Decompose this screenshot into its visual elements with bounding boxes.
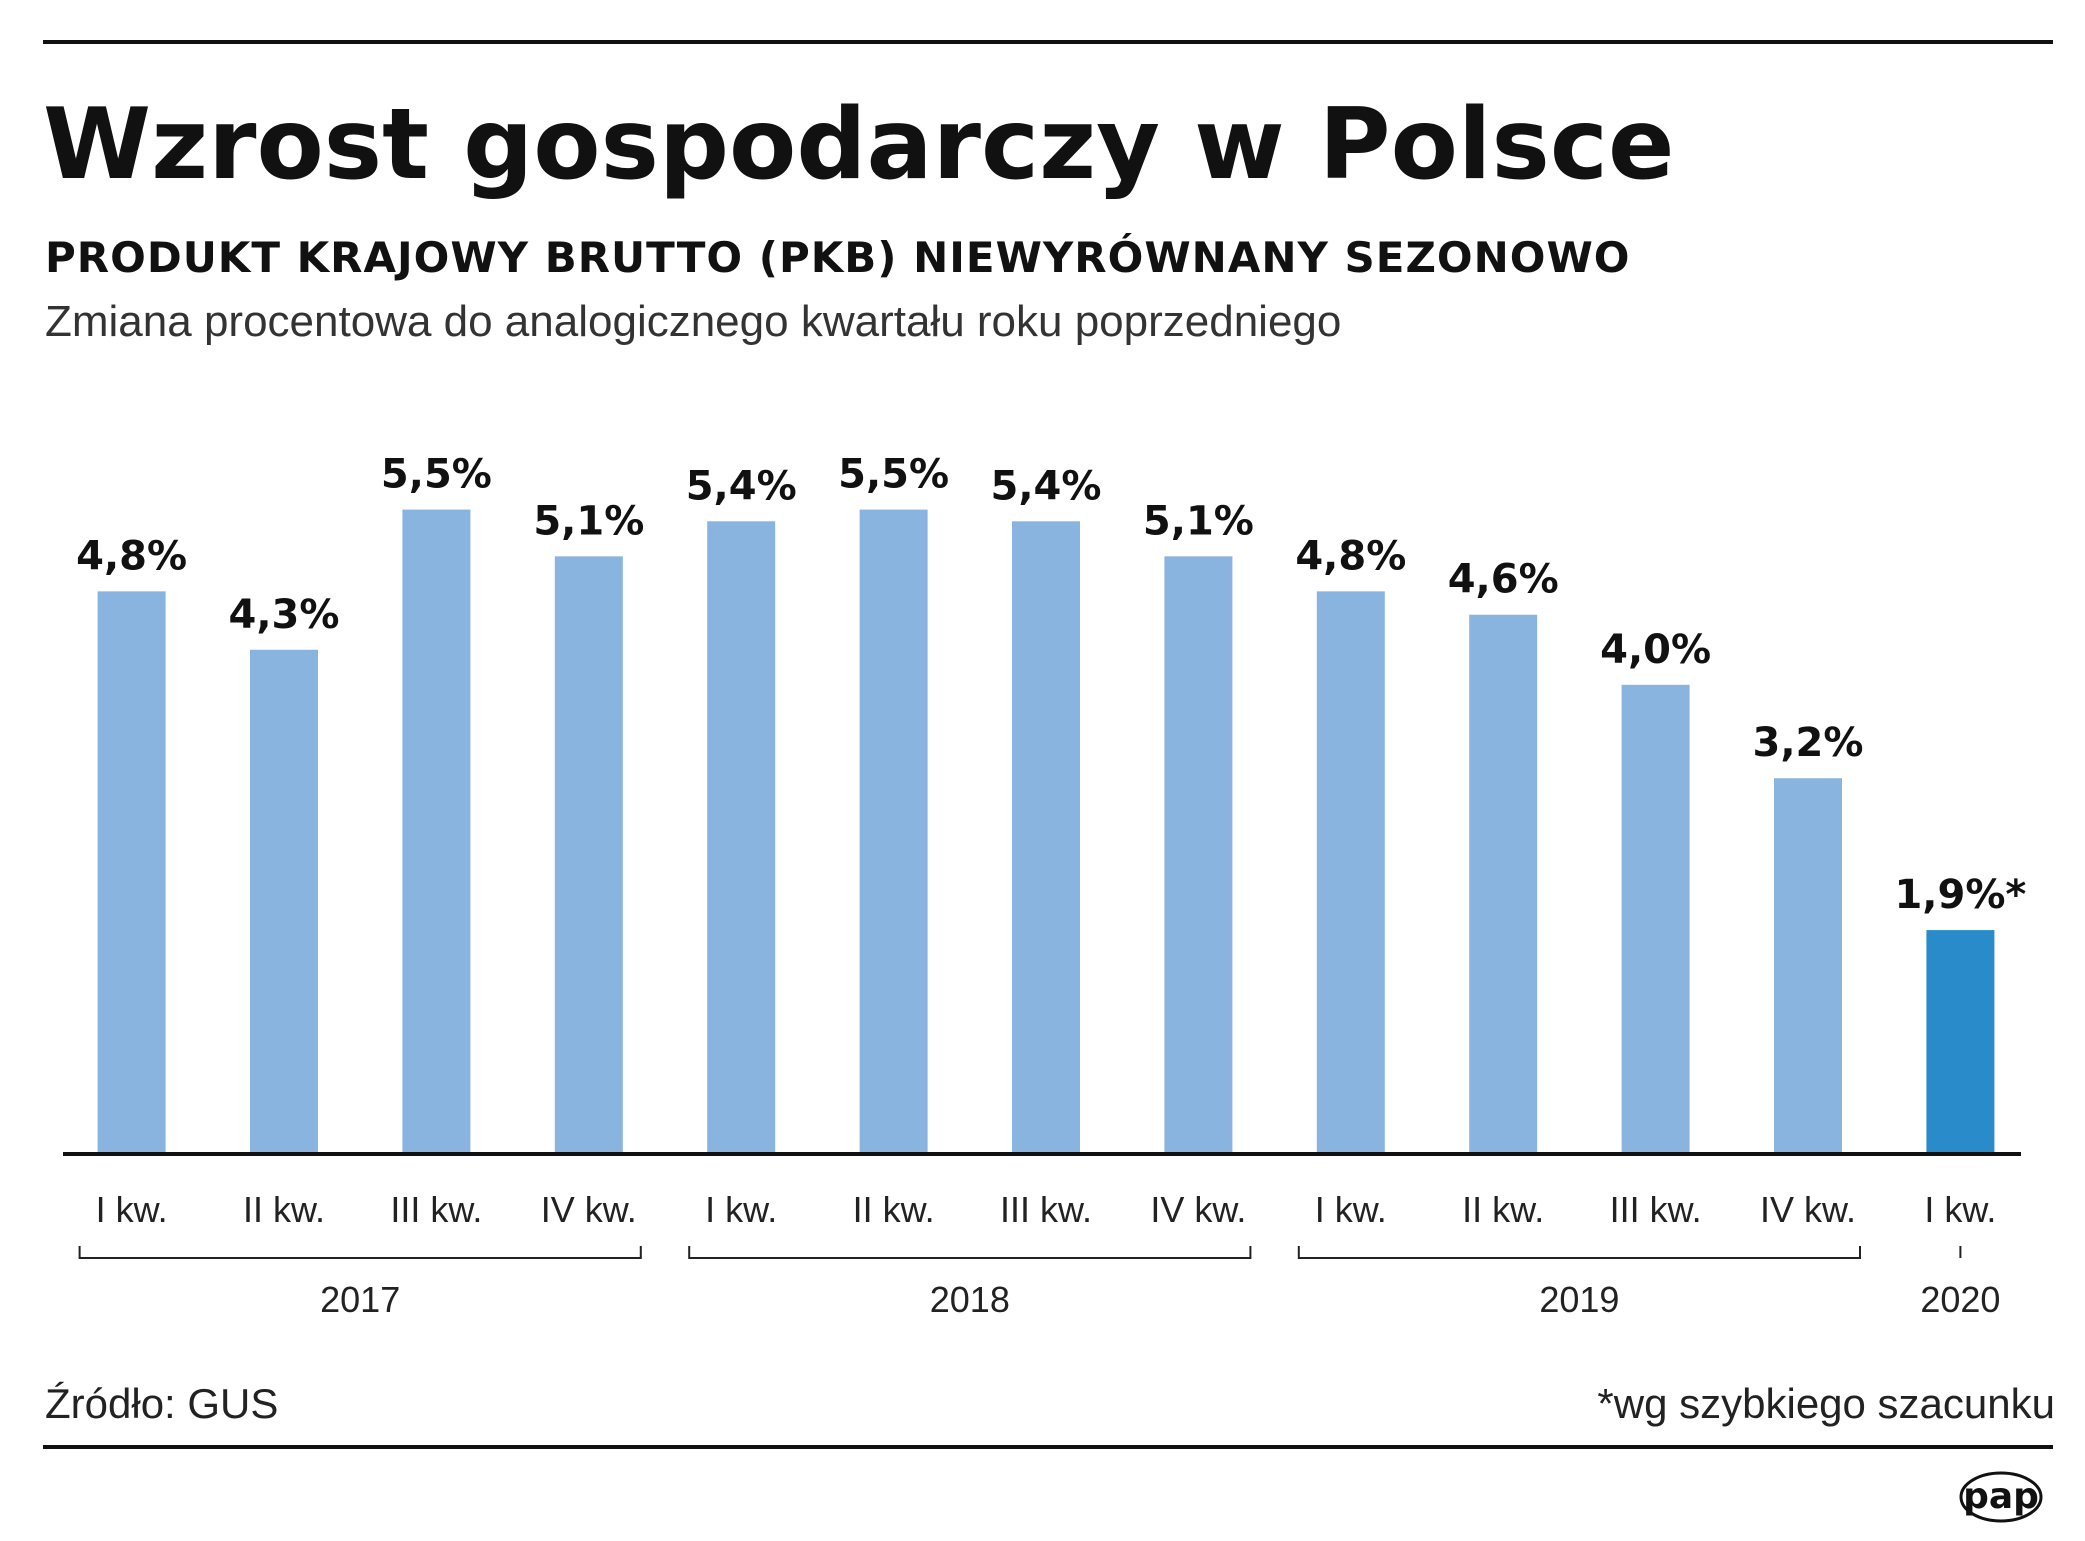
footnote-text: *wg szybkiego szacunku — [1597, 1380, 2055, 1427]
bar — [1012, 521, 1080, 1152]
bar — [250, 649, 318, 1152]
year-bracket — [78, 1246, 642, 1259]
category-label: II kw. — [1462, 1189, 1544, 1230]
category-label: III kw. — [390, 1189, 482, 1230]
value-label: 4,8% — [1295, 533, 1406, 579]
bar — [554, 556, 623, 1152]
year-label: 2019 — [1539, 1279, 1619, 1320]
bar — [1469, 614, 1538, 1152]
bar — [97, 591, 166, 1152]
value-label: 5,5% — [838, 452, 949, 498]
bars: 4,8% 4,3% 5,5% 5,1% 5,4% 5,5% 5,4% 5,1% 4,8% 4,6%… — [76, 452, 2026, 1153]
value-label: 4,8% — [76, 533, 187, 579]
bar — [1164, 556, 1233, 1152]
bar — [1316, 591, 1385, 1152]
category-label: I kw. — [705, 1189, 777, 1230]
year-label: 2017 — [320, 1279, 400, 1320]
chart-subtitle: PRODUKT KRAJOWY BRUTTO (PKB) NIEWYRÓWNAN… — [45, 232, 1631, 282]
pap-logo: pap — [1959, 1471, 2043, 1523]
value-label: 3,2% — [1753, 720, 1864, 766]
category-label: IV kw. — [1760, 1189, 1856, 1230]
bar — [1774, 778, 1842, 1152]
year-label: 2018 — [930, 1279, 1010, 1320]
bar — [1621, 684, 1690, 1152]
chart-title: Wzrost gospodarczy w Polsce — [43, 88, 1674, 202]
value-label: 4,6% — [1448, 557, 1559, 603]
bar — [402, 509, 471, 1153]
svg-text:pap: pap — [1963, 1476, 2039, 1517]
value-label: 5,4% — [991, 463, 1102, 509]
category-label: IV kw. — [1150, 1189, 1246, 1230]
category-label: II kw. — [853, 1189, 935, 1230]
value-label: 1,9%* — [1894, 872, 2026, 918]
bar — [859, 509, 928, 1153]
category-label: I kw. — [1315, 1189, 1387, 1230]
year-bracket — [688, 1246, 1252, 1259]
category-labels: I kw. II kw. III kw. IV kw. I kw. II kw. III k… — [96, 1189, 1997, 1230]
bar — [707, 521, 776, 1152]
category-label: I kw. — [1924, 1189, 1996, 1230]
value-label: 5,1% — [1143, 498, 1254, 544]
chart-description: Zmiana procentowa do analogicznego kwart… — [45, 297, 1341, 346]
value-label: 4,0% — [1600, 627, 1711, 673]
value-label: 5,5% — [381, 452, 492, 498]
year-label: 2020 — [1920, 1279, 2000, 1320]
value-label: 5,1% — [533, 498, 644, 544]
bar — [1926, 930, 1995, 1152]
year-groups: 2017 2018 2019 2020 — [78, 1246, 2000, 1320]
category-label: I kw. — [96, 1189, 168, 1230]
value-label: 4,3% — [229, 592, 340, 638]
value-label: 5,4% — [686, 463, 797, 509]
category-label: IV kw. — [541, 1189, 637, 1230]
category-label: III kw. — [1000, 1189, 1092, 1230]
category-label: II kw. — [243, 1189, 325, 1230]
category-label: III kw. — [1610, 1189, 1702, 1230]
year-bracket — [1297, 1246, 1861, 1259]
source-text: Źródło: GUS — [45, 1380, 278, 1427]
